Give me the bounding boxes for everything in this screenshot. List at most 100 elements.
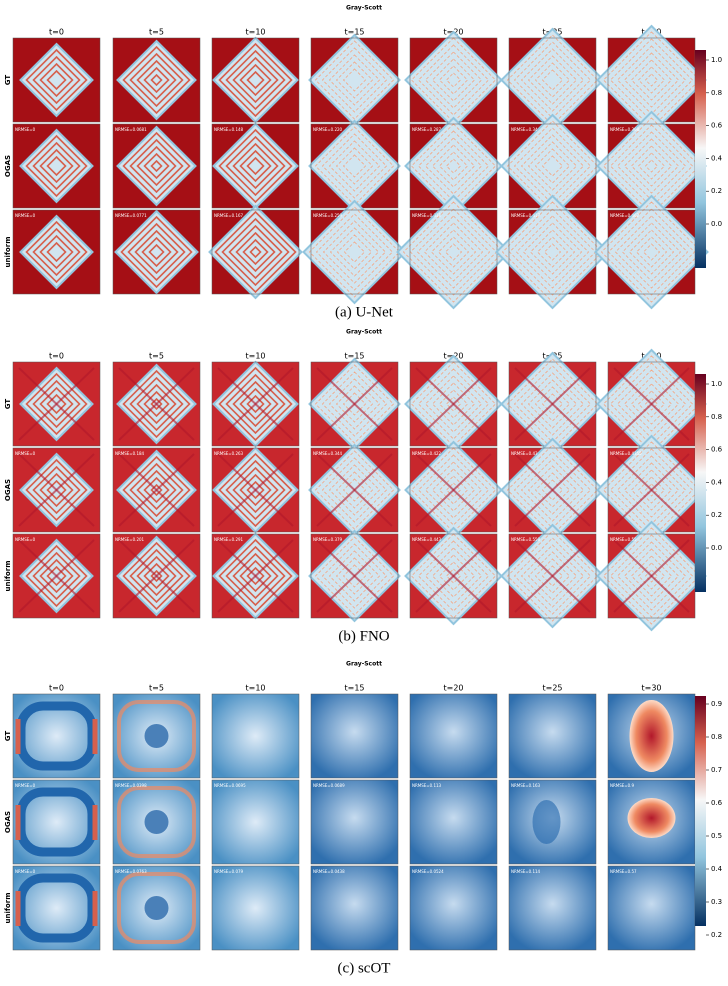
ring bbox=[117, 872, 196, 944]
ring bbox=[417, 368, 490, 440]
heatmap-image bbox=[112, 37, 201, 123]
ring bbox=[246, 394, 265, 414]
ring bbox=[623, 138, 680, 194]
frame bbox=[12, 37, 101, 123]
ring bbox=[543, 243, 562, 261]
frame bbox=[112, 37, 201, 123]
ring bbox=[225, 373, 286, 435]
panel-title: Gray-Scott bbox=[346, 329, 382, 336]
ring bbox=[321, 371, 388, 437]
frame bbox=[508, 533, 597, 619]
background bbox=[311, 694, 398, 778]
heatmap-image bbox=[211, 36, 300, 124]
background bbox=[410, 866, 497, 950]
nrmse-label: NRMSE=0.443 bbox=[412, 537, 442, 542]
ring bbox=[416, 215, 491, 289]
frame bbox=[211, 779, 300, 865]
ring bbox=[129, 462, 184, 518]
ring bbox=[335, 385, 374, 423]
ring bbox=[335, 471, 374, 509]
heatmap-image bbox=[211, 865, 300, 951]
ring bbox=[438, 151, 469, 181]
ring bbox=[644, 483, 659, 497]
heatmap-image bbox=[308, 529, 401, 623]
frame bbox=[310, 693, 399, 779]
heatmap-image bbox=[112, 361, 201, 447]
heatmap-image bbox=[495, 194, 610, 310]
ring bbox=[541, 69, 564, 91]
nrmse-label: NRMSE=0 bbox=[15, 213, 36, 218]
heatmap-image bbox=[12, 865, 101, 951]
nrmse-label: NRMSE=0.57 bbox=[610, 869, 637, 874]
ring bbox=[143, 390, 170, 418]
ring bbox=[117, 786, 196, 858]
column-label: t=0 bbox=[49, 28, 64, 37]
colorbar-tick-label: 0.6 bbox=[711, 799, 723, 807]
ring bbox=[143, 152, 170, 180]
heatmap-image bbox=[211, 779, 300, 865]
ring bbox=[616, 541, 687, 611]
heatmap-image bbox=[302, 199, 407, 305]
ring bbox=[39, 148, 74, 184]
frame bbox=[12, 533, 101, 619]
ring bbox=[321, 133, 388, 199]
ring bbox=[150, 73, 163, 87]
heatmap-image bbox=[112, 693, 201, 779]
ring bbox=[136, 383, 177, 425]
ring bbox=[637, 476, 666, 504]
ring bbox=[342, 154, 367, 178]
ring bbox=[246, 566, 265, 586]
frame bbox=[508, 693, 597, 779]
ring bbox=[239, 473, 272, 507]
heatmap-image bbox=[211, 532, 300, 620]
ring bbox=[46, 565, 67, 587]
frame bbox=[409, 693, 498, 779]
nrmse-label: NRMSE=0.344 bbox=[313, 451, 343, 456]
arm bbox=[613, 539, 690, 613]
ring bbox=[630, 59, 673, 101]
heatmap-image bbox=[112, 209, 201, 295]
ring bbox=[609, 534, 694, 618]
column-label: t=20 bbox=[443, 684, 463, 693]
row-label: OGAS bbox=[4, 479, 12, 501]
nrmse-label: NRMSE=0 bbox=[15, 451, 36, 456]
heatmap-image bbox=[308, 33, 401, 127]
ring bbox=[321, 457, 388, 523]
heatmap-image bbox=[12, 447, 101, 533]
ring bbox=[637, 562, 666, 590]
heatmap-image bbox=[607, 779, 696, 865]
colorbar-tick-label: 0.9 bbox=[711, 700, 722, 708]
nrmse-label: NRMSE=0.368 bbox=[610, 127, 640, 132]
ring bbox=[136, 59, 177, 101]
nrmse-label: NRMSE=0.0695 bbox=[214, 783, 246, 788]
heatmap-image bbox=[12, 779, 101, 865]
ring bbox=[515, 215, 590, 289]
arm bbox=[316, 367, 393, 441]
colorbar bbox=[695, 50, 706, 268]
background bbox=[311, 866, 398, 950]
arm bbox=[415, 539, 492, 613]
ring bbox=[228, 224, 283, 280]
arm bbox=[217, 367, 294, 441]
core bbox=[144, 810, 169, 834]
ring bbox=[417, 454, 490, 526]
ring bbox=[32, 379, 81, 429]
heatmap-image bbox=[404, 440, 503, 540]
nrmse-label: NRMSE=0.263 bbox=[214, 451, 244, 456]
heatmap-image bbox=[308, 119, 401, 213]
ring bbox=[534, 386, 571, 422]
ring bbox=[623, 462, 680, 518]
heatmap-image bbox=[310, 779, 399, 865]
ring bbox=[336, 234, 373, 270]
ring bbox=[602, 527, 701, 625]
ring bbox=[235, 231, 276, 273]
ring bbox=[534, 472, 571, 508]
ring bbox=[16, 701, 97, 771]
ring bbox=[534, 62, 571, 98]
frame bbox=[112, 361, 201, 447]
ring bbox=[644, 569, 659, 583]
ring bbox=[328, 464, 381, 516]
row-label: GT bbox=[4, 399, 12, 410]
ring bbox=[329, 227, 380, 277]
field bbox=[19, 42, 94, 118]
